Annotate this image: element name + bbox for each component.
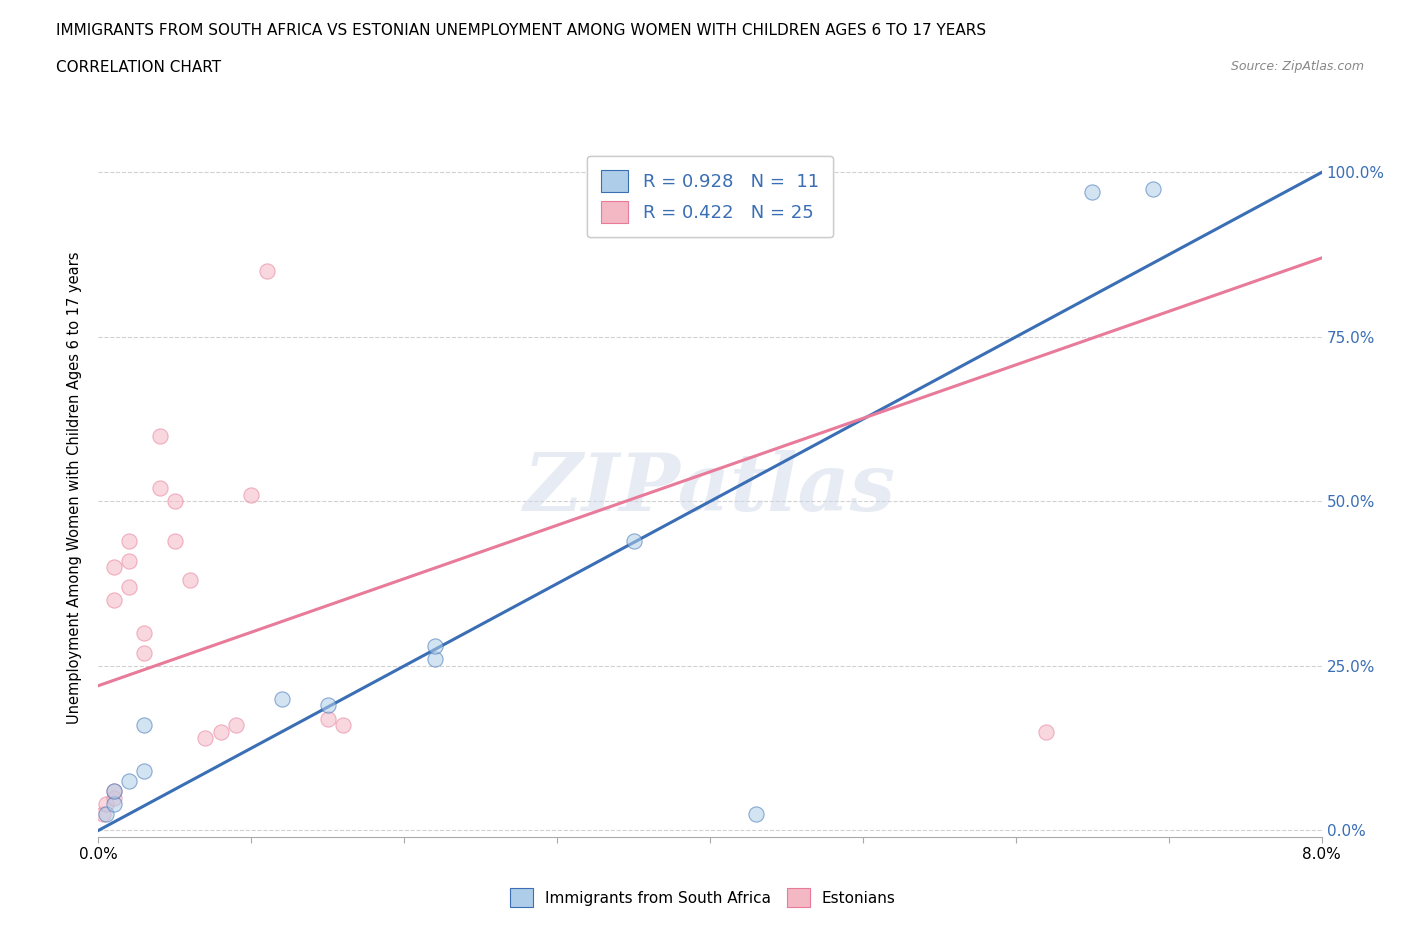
- Point: [423, 652, 446, 667]
- Point: [270, 691, 294, 706]
- Y-axis label: Unemployment Among Women with Children Ages 6 to 17 years: Unemployment Among Women with Children A…: [67, 252, 83, 724]
- Point: [240, 487, 263, 502]
- Point: [423, 639, 446, 654]
- Point: [118, 774, 141, 789]
- Point: [94, 806, 117, 821]
- Point: [118, 534, 141, 549]
- Point: [134, 718, 156, 733]
- Point: [179, 573, 201, 588]
- Text: ZIPatlas: ZIPatlas: [524, 449, 896, 527]
- Point: [225, 718, 247, 733]
- Point: [134, 626, 156, 641]
- Point: [118, 553, 141, 568]
- Text: IMMIGRANTS FROM SOUTH AFRICA VS ESTONIAN UNEMPLOYMENT AMONG WOMEN WITH CHILDREN : IMMIGRANTS FROM SOUTH AFRICA VS ESTONIAN…: [56, 23, 987, 38]
- Point: [103, 790, 125, 805]
- Point: [332, 718, 354, 733]
- Point: [316, 698, 339, 712]
- Point: [745, 806, 768, 821]
- Point: [209, 724, 232, 739]
- Legend: Immigrants from South Africa, Estonians: Immigrants from South Africa, Estonians: [505, 883, 901, 913]
- Point: [149, 481, 172, 496]
- Point: [1081, 185, 1104, 200]
- Point: [94, 797, 117, 812]
- Legend: R = 0.928   N =  11, R = 0.422   N = 25: R = 0.928 N = 11, R = 0.422 N = 25: [586, 155, 834, 237]
- Text: CORRELATION CHART: CORRELATION CHART: [56, 60, 221, 75]
- Point: [134, 645, 156, 660]
- Point: [103, 592, 125, 607]
- Point: [1035, 724, 1057, 739]
- Point: [194, 731, 217, 746]
- Point: [134, 764, 156, 778]
- Point: [91, 806, 114, 821]
- Point: [103, 783, 125, 798]
- Point: [103, 783, 125, 798]
- Point: [1142, 181, 1164, 196]
- Point: [149, 428, 172, 443]
- Point: [316, 711, 339, 726]
- Point: [103, 560, 125, 575]
- Point: [623, 534, 645, 549]
- Point: [163, 534, 186, 549]
- Point: [163, 494, 186, 509]
- Text: Source: ZipAtlas.com: Source: ZipAtlas.com: [1230, 60, 1364, 73]
- Point: [256, 264, 278, 279]
- Point: [118, 579, 141, 594]
- Point: [103, 797, 125, 812]
